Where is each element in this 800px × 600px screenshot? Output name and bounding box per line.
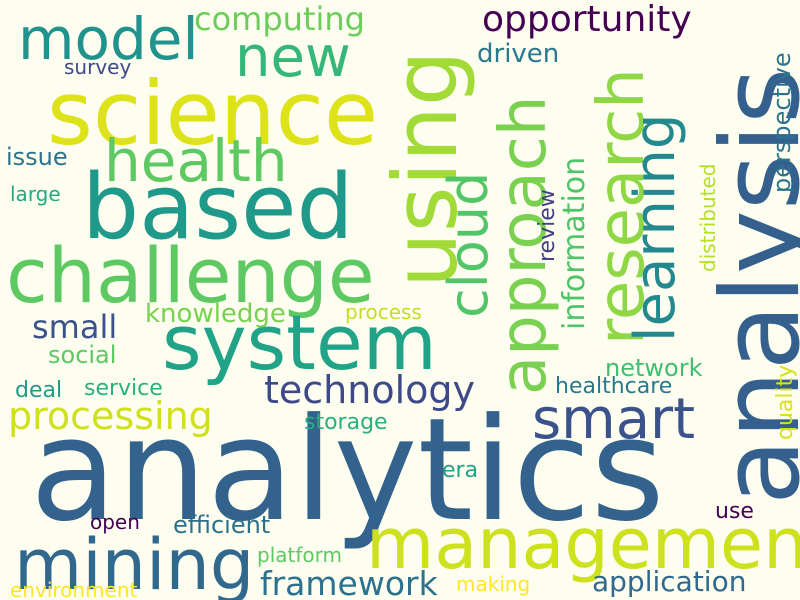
word-deal: deal [15,378,63,403]
word-learning: learning [623,113,688,342]
word-environment: environment [10,578,138,600]
word-new: new [235,25,351,90]
word-use: use [715,499,754,524]
word-framework: framework [260,564,438,600]
word-small: small [32,308,118,346]
word-mining: mining [14,524,255,600]
word-application: application [592,565,747,598]
word-technology: technology [264,368,476,412]
word-issue: issue [6,143,68,171]
word-distributed: distributed [696,163,720,272]
word-era: era [442,458,479,483]
word-based: based [82,155,354,260]
word-analytics: analytics [30,388,665,553]
word-management: management [366,503,800,585]
word-open: open [90,510,140,534]
word-smart: smart [532,387,696,452]
word-quality: quality [773,364,798,440]
word-survey: survey [64,55,132,79]
word-driven: driven [477,39,560,69]
word-processing: processing [8,394,213,438]
word-challenge: challenge [6,231,375,320]
word-making: making [456,572,531,596]
word-social: social [48,341,117,369]
word-model: model [18,5,199,73]
word-platform: platform [257,543,342,567]
word-system: system [162,298,437,387]
word-cloud: cloud [437,171,500,318]
word-service: service [84,376,163,401]
word-large: large [10,182,61,206]
word-process: process [345,300,422,324]
word-computing: computing [194,0,365,38]
word-information: information [557,156,592,330]
word-efficient: efficient [173,511,271,539]
word-science: science [47,62,379,165]
word-network: network [605,354,703,382]
word-storage: storage [304,410,388,435]
word-knowledge: knowledge [145,299,286,329]
word-health: health [104,127,288,195]
word-review: review [535,189,560,262]
word-perspective: perspective [768,52,796,193]
word-opportunity: opportunity [482,0,692,40]
word-healthcare: healthcare [555,374,673,399]
